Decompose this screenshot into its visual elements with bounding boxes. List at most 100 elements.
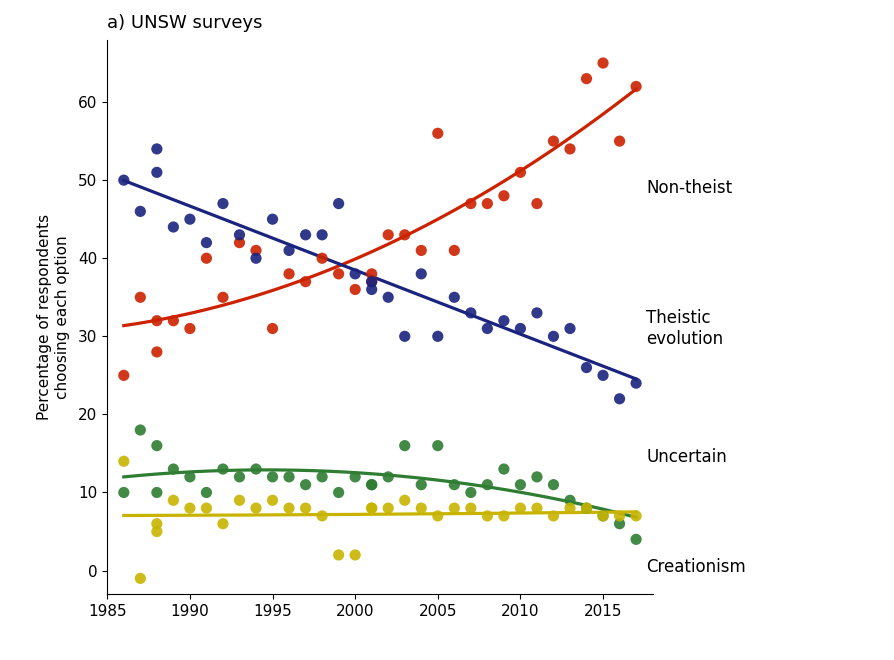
Point <box>149 346 164 357</box>
Point <box>629 511 644 521</box>
Point <box>199 503 214 513</box>
Text: Non-theist: Non-theist <box>646 179 732 197</box>
Point <box>149 315 164 326</box>
Point <box>232 230 247 240</box>
Point <box>232 495 247 506</box>
Point <box>612 519 627 529</box>
Point <box>414 269 428 279</box>
Point <box>530 472 544 482</box>
Point <box>497 464 511 475</box>
Point <box>414 245 428 255</box>
Point <box>365 479 379 490</box>
Point <box>546 511 561 521</box>
Point <box>199 253 214 263</box>
Point <box>629 378 644 389</box>
Point <box>149 440 164 451</box>
Point <box>299 230 313 240</box>
Text: Creationism: Creationism <box>646 558 746 576</box>
Point <box>365 503 379 513</box>
Point <box>282 503 296 513</box>
Text: a) UNSW surveys: a) UNSW surveys <box>107 15 263 32</box>
Point <box>596 511 611 521</box>
Point <box>332 269 346 279</box>
Point <box>464 503 478 513</box>
Point <box>266 323 280 334</box>
Point <box>579 503 594 513</box>
Point <box>513 167 527 178</box>
Point <box>530 503 544 513</box>
Point <box>596 57 611 68</box>
Point <box>497 511 511 521</box>
Point <box>215 198 230 209</box>
Point <box>332 487 346 498</box>
Point <box>365 277 379 287</box>
Point <box>166 222 181 232</box>
Point <box>431 128 445 139</box>
Point <box>116 175 131 185</box>
Point <box>596 370 611 381</box>
Point <box>612 393 627 404</box>
Point <box>365 503 379 513</box>
Point <box>266 214 280 224</box>
Point <box>282 269 296 279</box>
Point <box>249 253 263 263</box>
Point <box>182 214 197 224</box>
Point <box>133 425 148 436</box>
Point <box>199 487 214 498</box>
Y-axis label: Percentage of respondents
choosing each option: Percentage of respondents choosing each … <box>38 214 70 420</box>
Point <box>563 503 578 513</box>
Point <box>299 503 313 513</box>
Point <box>365 277 379 287</box>
Point <box>266 472 280 482</box>
Point <box>348 284 362 295</box>
Point <box>612 511 627 521</box>
Point <box>166 315 181 326</box>
Point <box>431 511 445 521</box>
Point <box>480 198 494 209</box>
Point <box>563 495 578 506</box>
Point <box>596 511 611 521</box>
Point <box>182 323 197 334</box>
Point <box>133 292 148 302</box>
Point <box>348 550 362 560</box>
Point <box>497 315 511 326</box>
Point <box>149 144 164 154</box>
Point <box>215 464 230 475</box>
Point <box>232 238 247 248</box>
Point <box>166 464 181 475</box>
Point <box>332 550 346 560</box>
Point <box>546 479 561 490</box>
Point <box>215 292 230 302</box>
Point <box>215 519 230 529</box>
Point <box>546 136 561 147</box>
Point <box>513 503 527 513</box>
Point <box>431 331 445 342</box>
Point <box>249 245 263 255</box>
Point <box>381 230 395 240</box>
Point <box>249 464 263 475</box>
Point <box>116 370 131 381</box>
Point <box>133 573 148 583</box>
Point <box>464 198 478 209</box>
Point <box>398 230 412 240</box>
Point <box>612 136 627 147</box>
Point <box>398 495 412 506</box>
Point <box>381 472 395 482</box>
Point <box>579 73 594 84</box>
Point <box>282 472 296 482</box>
Point <box>116 456 131 467</box>
Point <box>348 472 362 482</box>
Point <box>579 362 594 373</box>
Point <box>629 534 644 544</box>
Point <box>563 323 578 334</box>
Point <box>266 495 280 506</box>
Point <box>249 503 263 513</box>
Point <box>149 526 164 537</box>
Point <box>315 253 329 263</box>
Point <box>381 503 395 513</box>
Point <box>447 503 461 513</box>
Point <box>315 511 329 521</box>
Point <box>497 191 511 201</box>
Point <box>530 198 544 209</box>
Point <box>149 167 164 178</box>
